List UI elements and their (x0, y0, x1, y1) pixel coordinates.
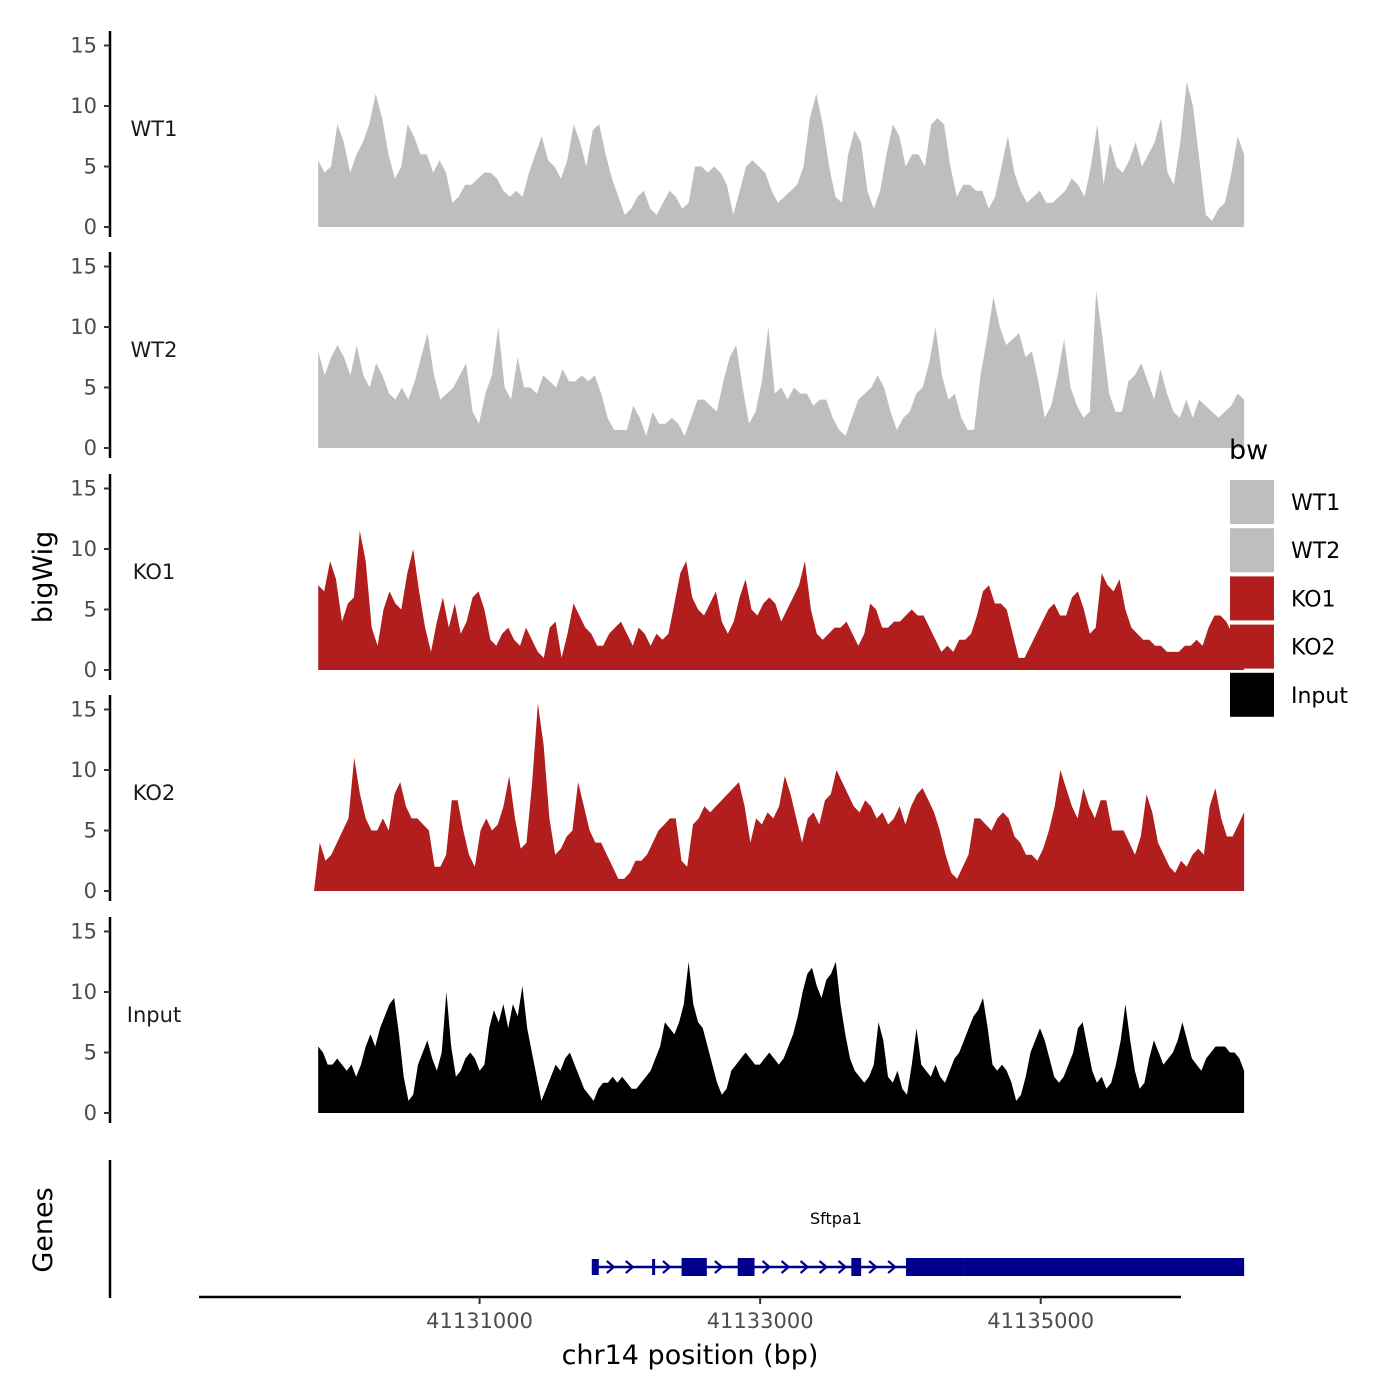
strand-arrow (761, 1260, 772, 1274)
y-tick-label: 0 (84, 215, 97, 239)
strand-arrow (606, 1260, 616, 1274)
strand-arrow (780, 1260, 791, 1274)
y-tick-label: 15 (70, 255, 97, 279)
y-tick-label: 0 (84, 436, 97, 460)
track-panels: 0 5 10 15 WT1 0 5 10 15 WT2 0 5 10 15 KO1 0 5 10 15 KO2 0 5 10… (70, 31, 1245, 1125)
x-tick-label: 41133000 (707, 1309, 814, 1333)
legend-label-wt2: WT2 (1291, 539, 1340, 564)
track-panel-input: 0 5 10 15 Input (70, 917, 1245, 1125)
y-tick-label: 10 (70, 94, 97, 118)
strand-arrow (868, 1260, 878, 1274)
track-panel-ko1: 0 5 10 15 KO1 (70, 474, 1245, 682)
track-panel-wt1: 0 5 10 15 WT1 (70, 31, 1245, 239)
track-label-wt1: WT1 (131, 117, 178, 141)
area-input (318, 961, 1245, 1113)
y-tick-label: 15 (70, 34, 97, 58)
track-label-input: Input (127, 1003, 181, 1027)
y-tick-label: 10 (70, 315, 97, 339)
y-tick-label: 15 (70, 698, 97, 722)
x-axis: 41131000 41133000 41135000 (199, 1295, 1181, 1333)
gene-exon (906, 1258, 964, 1276)
strand-arrow (837, 1260, 848, 1274)
y-axis-title: bigWig (28, 531, 59, 624)
y-tick-label: 5 (84, 376, 97, 400)
gene-exon (963, 1258, 1245, 1276)
area-ko1 (318, 530, 1245, 670)
x-tick-label: 41131000 (426, 1309, 533, 1333)
y-tick-label: 15 (70, 920, 97, 944)
y-tick-label: 5 (84, 819, 97, 843)
legend-swatch-ko2 (1230, 624, 1274, 669)
track-label-ko2: KO2 (133, 781, 176, 805)
y-tick-label: 0 (84, 658, 97, 682)
y-tick-label: 5 (84, 155, 97, 179)
genes-axis-title: Genes (28, 1187, 59, 1272)
y-tick-label: 10 (70, 980, 97, 1004)
area-ko2 (314, 703, 1245, 891)
legend-title: bw (1229, 435, 1268, 466)
legend-label-input: Input (1291, 684, 1348, 709)
y-tick-label: 5 (84, 1041, 97, 1065)
gene-exon (737, 1258, 755, 1276)
x-tick-label: 41135000 (987, 1309, 1094, 1333)
strand-arrow (818, 1260, 829, 1274)
strand-arrow (625, 1260, 635, 1274)
strand-arrow (887, 1260, 897, 1274)
y-tick-label: 10 (70, 537, 97, 561)
legend-label-ko2: KO2 (1291, 636, 1336, 661)
gene-exon (851, 1258, 862, 1276)
legend-swatch-ko1 (1230, 576, 1274, 621)
gene-exon (681, 1258, 707, 1276)
legend-swatch-wt2 (1230, 528, 1274, 573)
y-tick-label: 5 (84, 598, 97, 622)
track-label-ko1: KO1 (133, 560, 176, 584)
y-tick-label: 0 (84, 879, 97, 903)
strand-arrow (714, 1260, 724, 1274)
y-tick-label: 15 (70, 477, 97, 501)
gene-exon (652, 1259, 656, 1275)
y-tick-label: 0 (84, 1101, 97, 1125)
strand-arrow (662, 1260, 672, 1274)
legend-swatch-wt1 (1230, 480, 1274, 524)
track-panel-ko2: 0 5 10 15 KO2 (70, 695, 1245, 903)
x-axis-title: chr14 position (bp) (562, 1340, 819, 1371)
legend-swatch-input (1230, 672, 1274, 717)
gene-exon (591, 1259, 599, 1275)
strand-arrow (799, 1260, 810, 1274)
track-panel-wt2: 0 5 10 15 WT2 (70, 252, 1245, 460)
legend: bw WT1 WT2 KO1 KO2 Input (1229, 435, 1348, 717)
gene-track-panel: Sftpa1 (108, 1160, 1245, 1298)
area-wt1 (318, 81, 1245, 227)
gene-name-label: Sftpa1 (810, 1209, 862, 1228)
area-wt2 (318, 290, 1245, 448)
legend-label-wt1: WT1 (1291, 491, 1340, 516)
track-label-wt2: WT2 (131, 338, 178, 362)
legend-label-ko1: KO1 (1291, 587, 1336, 612)
y-tick-label: 10 (70, 758, 97, 782)
